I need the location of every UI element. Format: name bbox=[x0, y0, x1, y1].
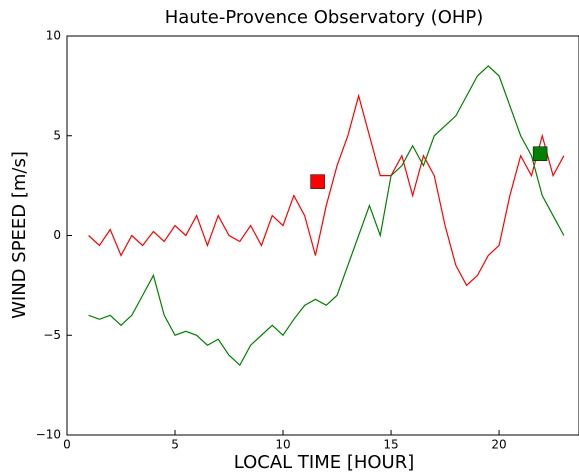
y-tick-label: −5 bbox=[43, 328, 61, 342]
x-axis-label: LOCAL TIME [HOUR] bbox=[234, 452, 415, 473]
marker bbox=[532, 146, 548, 161]
wind-line bbox=[88, 65, 565, 367]
x-tick-label: 10 bbox=[275, 438, 290, 452]
y-tick-label: 5 bbox=[53, 128, 61, 142]
y-tick-label: 0 bbox=[53, 228, 61, 242]
marker bbox=[310, 174, 325, 189]
x-tick-label: 15 bbox=[383, 438, 398, 452]
chart-title: Haute-Provence Observatory (OHP) bbox=[165, 7, 484, 28]
y-tick-label: −10 bbox=[36, 428, 61, 442]
x-tick-label: 20 bbox=[491, 438, 506, 452]
wind-line bbox=[88, 93, 565, 287]
x-tick-label: 0 bbox=[63, 438, 71, 452]
y-tick-label: 10 bbox=[46, 29, 61, 43]
plot-frame bbox=[66, 35, 579, 436]
x-tick-label: 5 bbox=[171, 438, 179, 452]
y-axis-label: WIND SPEED [m/s] bbox=[9, 151, 30, 319]
